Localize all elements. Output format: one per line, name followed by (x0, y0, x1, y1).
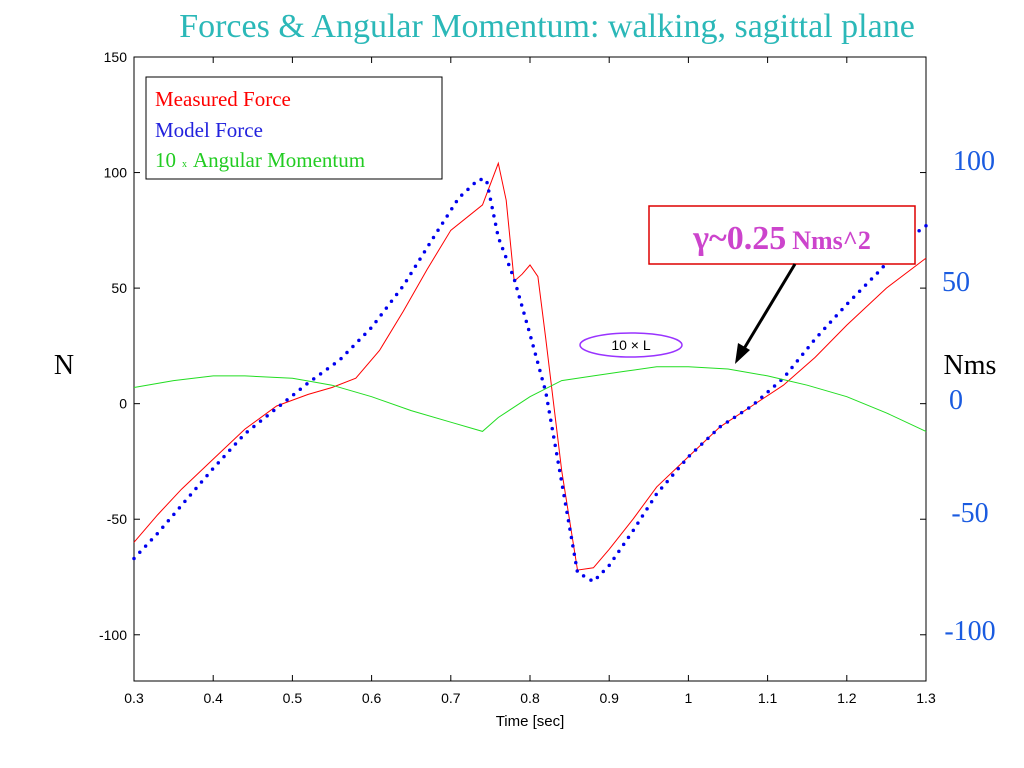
series-layer (132, 161, 928, 584)
angular-momentum-line (133, 366, 927, 432)
legend-entry-model: Model Force (155, 118, 263, 142)
legend-entry-measured: Measured Force (155, 87, 291, 111)
gamma-label: γ~0.25 Nms^2 (692, 220, 871, 257)
x-tick-label: 1.1 (758, 690, 778, 706)
y-tick-label: 50 (111, 280, 127, 296)
y-tick-label: 150 (104, 49, 128, 65)
measured-force-line (133, 161, 927, 571)
x-tick-label: 1.2 (837, 690, 857, 706)
annotation-arrowhead (735, 343, 750, 364)
chart-title: Forces & Angular Momentum: walking, sagi… (179, 8, 915, 45)
y-tick-label: 100 (104, 165, 128, 181)
annotation-arrow-shaft (740, 263, 797, 353)
x-tick-label: 0.5 (283, 690, 303, 706)
legend-entry-angmom: 10 x Angular Momentum (155, 148, 365, 172)
x-tick-label: 0.4 (203, 690, 223, 706)
right-tick-label: 0 (949, 385, 963, 416)
x-tick-label: 0.8 (520, 690, 540, 706)
right-tick-label: 100 (953, 146, 995, 177)
right-axis-ticks: 100 50 0 -50 -100 (942, 146, 996, 647)
right-unit-label: Nms (944, 350, 997, 381)
x-tick-label: 1.3 (916, 690, 936, 706)
gamma-box (648, 205, 916, 265)
right-tick-label: 50 (942, 267, 970, 298)
x-axis-title: Time [sec] (496, 713, 565, 730)
x-axis: 0.3 0.4 0.5 0.6 0.7 0.8 0.9 1 1.1 1.2 1.3 (124, 57, 936, 706)
ellipse-label: 10 × L (611, 337, 651, 353)
annotation-ellipse (579, 332, 683, 358)
legend: Measured Force Model Force 10 x Angular Mo… (145, 76, 443, 180)
angular-momentum-marker: 10 × L (579, 332, 683, 358)
y-tick-label: 0 (119, 396, 127, 412)
y-tick-label: -100 (99, 627, 127, 643)
x-tick-label: 0.6 (362, 690, 382, 706)
x-tick-label: 0.7 (441, 690, 461, 706)
x-tick-label: 0.9 (599, 690, 619, 706)
x-tick-label: 0.3 (124, 690, 144, 706)
gamma-annotation: γ~0.25 Nms^2 (648, 205, 916, 364)
legend-box (145, 76, 443, 180)
left-unit-label: N (54, 350, 74, 381)
y-axis: 150 100 50 0 -50 -100 (99, 49, 926, 643)
model-force-line (132, 177, 928, 584)
right-tick-label: -50 (951, 498, 988, 529)
right-tick-label: -100 (944, 616, 995, 647)
x-tick-label: 1 (685, 690, 693, 706)
y-tick-label: -50 (107, 511, 127, 527)
